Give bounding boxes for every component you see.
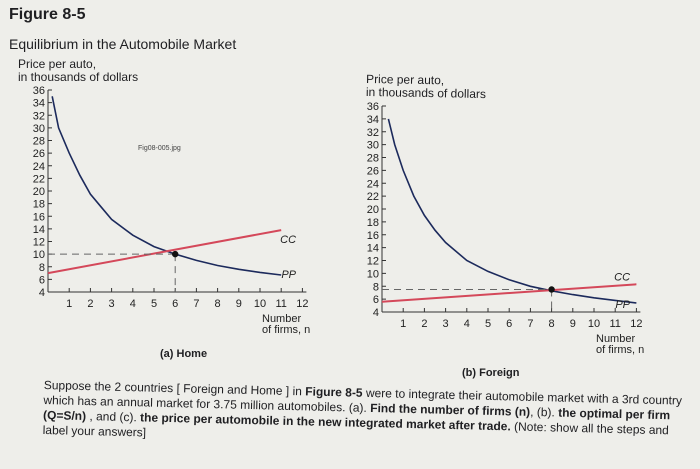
home-x-tick-label: 12 (296, 298, 308, 310)
home-y-tick-label: 28 (33, 136, 45, 148)
home-x-tick-label: 4 (130, 298, 136, 310)
home-x-tick-label: 3 (109, 298, 115, 310)
home-x-tick-label: 9 (236, 298, 242, 310)
foreign-x-label: Number (596, 333, 635, 345)
foreign-y-tick-label: 22 (367, 191, 379, 203)
foreign-y-tick-label: 30 (367, 140, 379, 152)
foreign-x-label: of firms, n (596, 344, 644, 356)
figure-title: Figure 8-5 (9, 6, 86, 23)
home-y-tick-label: 24 (33, 161, 45, 173)
file-tag: Fig08-005.jpg (138, 145, 181, 152)
home-panel-caption: (a) Home (160, 348, 208, 360)
foreign-y-tick-label: 32 (367, 127, 379, 139)
figure-subtitle: Equilibrium in the Automobile Market (9, 36, 237, 52)
home-x-tick-label: 6 (172, 298, 178, 310)
foreign-x-tick-label: 9 (570, 318, 576, 330)
foreign-y-tick-label: 12 (367, 256, 379, 268)
foreign-y-tick-label: 4 (373, 307, 379, 319)
foreign-x-tick-label: 11 (609, 318, 620, 330)
foreign-y-tick-label: 10 (367, 268, 379, 280)
home-x-label: of firms, n (262, 324, 310, 336)
foreign-y-tick-label: 8 (373, 281, 379, 293)
foreign-y-tick-label: 14 (367, 243, 379, 255)
home-y-tick-label: 6 (39, 274, 45, 286)
home-y-tick-label: 22 (33, 173, 45, 185)
foreign-y-tick-label: 6 (373, 294, 379, 306)
home-label-pp: PP (281, 269, 296, 281)
question-fig-ref: Figure 8-5 (305, 384, 363, 400)
home-y-tick-label: 12 (33, 237, 45, 249)
home-y-tick-label: 30 (33, 123, 45, 135)
home-y-tick-label: 4 (39, 287, 45, 299)
home-x-tick-label: 11 (275, 298, 286, 310)
foreign-x-tick-label: 6 (506, 318, 512, 330)
home-ylabel-line1: Price per auto, (18, 57, 97, 71)
foreign-x-tick-label: 7 (527, 318, 533, 330)
home-ylabel-line2: in thousands of dollars (18, 70, 139, 84)
foreign-x-tick-label: 10 (588, 318, 600, 330)
foreign-y-tick-label: 26 (367, 165, 379, 177)
home-equilibrium-point (172, 250, 179, 258)
home-y-tick-label: 32 (33, 110, 45, 122)
foreign-y-tick-label: 28 (367, 153, 379, 165)
home-y-tick-label: 10 (33, 249, 45, 261)
home-ylabel: Price per auto, in thousands of dollars (18, 58, 138, 84)
foreign-label-cc: CC (614, 271, 630, 283)
question-mid2: , (b). (529, 404, 559, 420)
question-mid3: , and (c). (85, 409, 141, 425)
home-y-tick-label: 18 (33, 199, 45, 211)
foreign-x-tick-label: 12 (630, 318, 642, 330)
home-y-tick-label: 16 (33, 211, 45, 223)
home-series-pp (47, 229, 282, 275)
foreign-y-tick-label: 36 (367, 101, 379, 113)
foreign-x-tick-label: 3 (443, 318, 449, 330)
home-x-label: Number (262, 313, 301, 325)
foreign-equilibrium-point (548, 286, 555, 293)
home-x-tick-label: 5 (151, 298, 157, 310)
foreign-y-tick-label: 16 (367, 230, 379, 242)
home-label-cc: CC (280, 234, 296, 246)
foreign-x-tick-label: 5 (485, 318, 491, 330)
foreign-panel-caption: (b) Foreign (462, 367, 520, 379)
home-x-tick-label: 2 (87, 298, 93, 310)
home-y-tick-label: 14 (33, 224, 45, 236)
home-y-tick-label: 26 (33, 148, 45, 160)
foreign-series-cc (387, 118, 637, 304)
foreign-x-tick-label: 1 (400, 318, 406, 330)
foreign-series-pp (381, 283, 637, 303)
home-y-tick-label: 8 (39, 262, 45, 274)
foreign-label-pp: PP (615, 299, 630, 311)
foreign-x-tick-label: 4 (464, 318, 470, 330)
home-x-tick-label: 1 (66, 298, 72, 310)
home-y-tick-label: 20 (33, 186, 45, 198)
home-x-tick-label: 8 (215, 298, 221, 310)
foreign-x-tick-label: 8 (549, 318, 555, 330)
foreign-y-tick-label: 24 (367, 178, 379, 190)
home-x-tick-label: 10 (254, 298, 266, 310)
home-y-tick-label: 36 (33, 85, 45, 97)
foreign-y-tick-label: 18 (367, 217, 379, 229)
foreign-x-tick-label: 2 (421, 318, 427, 330)
home-y-tick-label: 34 (33, 98, 45, 110)
foreign-y-tick-label: 20 (367, 204, 379, 216)
foreign-y-tick-label: 34 (367, 114, 379, 126)
home-series-cc (51, 96, 282, 276)
home-x-tick-label: 7 (193, 298, 199, 310)
